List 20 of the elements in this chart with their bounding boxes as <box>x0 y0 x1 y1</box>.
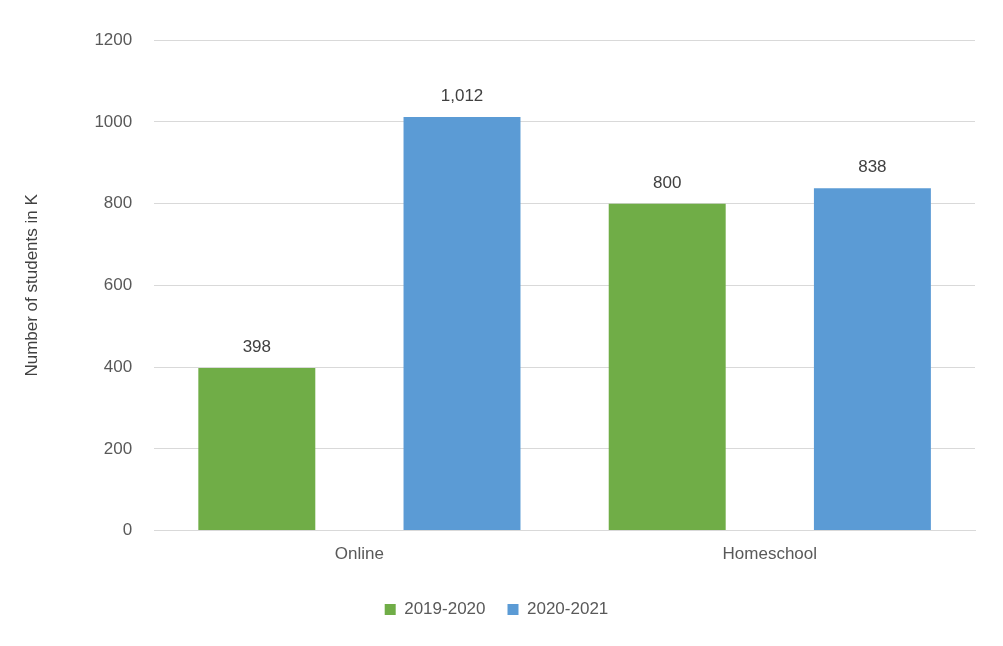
x-tick-label: Online <box>334 544 384 564</box>
y-tick-label: 600 <box>103 275 133 295</box>
legend-label: 2019-2020 <box>404 599 486 619</box>
bar <box>403 117 521 531</box>
y-tick-label: 400 <box>103 356 133 376</box>
y-tick-label: 200 <box>103 438 133 458</box>
y-tick-label: 1000 <box>94 111 133 131</box>
y-tick-label: 1200 <box>94 29 133 49</box>
bar <box>198 367 316 531</box>
x-tick-label: Homeschool <box>722 544 818 564</box>
legend-label: 2020-2021 <box>527 599 609 619</box>
bar <box>813 188 931 531</box>
y-axis-title: Number of students in K <box>21 193 41 377</box>
data-label: 800 <box>653 172 682 192</box>
data-label: 1,012 <box>440 86 484 106</box>
y-tick-label: 0 <box>122 520 133 540</box>
bar <box>608 203 726 531</box>
data-label: 838 <box>858 157 887 177</box>
data-label: 398 <box>242 337 271 357</box>
y-tick-label: 800 <box>103 193 133 213</box>
